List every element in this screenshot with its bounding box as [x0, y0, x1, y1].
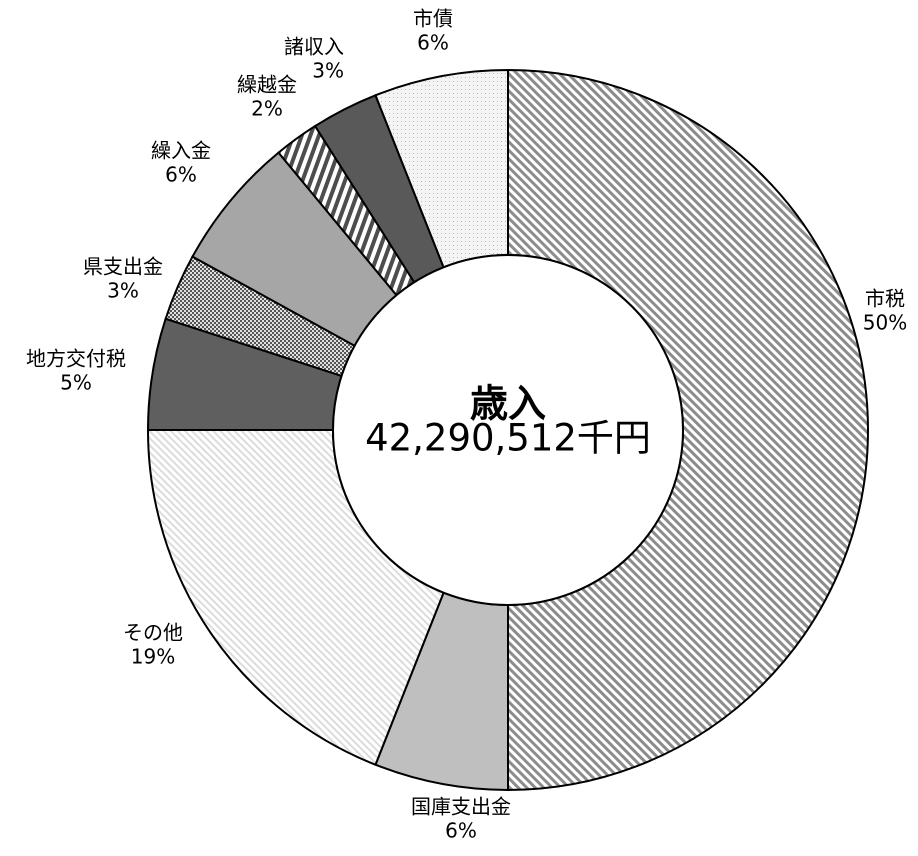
label-shisai-name: 市債 [413, 7, 453, 31]
slice-labels: 市税50%国庫支出金6%その他19%地方交付税5%県支出金3%繰入金6%繰越金2… [26, 7, 907, 843]
label-chiho-kofuzei-percent: 5% [60, 371, 92, 395]
label-ken-shishutsukin-percent: 3% [107, 279, 139, 303]
label-kurikoshikin-percent: 2% [251, 97, 283, 121]
label-kurikoshikin-name: 繰越金 [237, 73, 297, 97]
center-total: 42,290,512千円 [365, 417, 651, 460]
center-title: 歳入 [470, 382, 546, 426]
label-shoshunyu-name: 諸収入 [284, 35, 344, 59]
label-sonota-percent: 19% [131, 645, 175, 669]
label-shizei-percent: 50% [863, 311, 907, 335]
label-shisai-percent: 6% [417, 31, 449, 55]
label-ken-shishutsukin-name: 県支出金 [83, 255, 163, 279]
label-kuriirekin-name: 繰入金 [151, 139, 211, 163]
label-shoshunyu-percent: 3% [312, 59, 344, 83]
label-kokko-shishutsukin-name: 国庫支出金 [411, 795, 511, 819]
donut-slices [146, 68, 869, 792]
label-shizei-name: 市税 [865, 287, 905, 311]
donut-hole [332, 254, 684, 606]
label-chiho-kofuzei-name: 地方交付税 [26, 347, 126, 371]
label-kuriirekin-percent: 6% [165, 163, 197, 187]
label-kokko-shishutsukin-percent: 6% [445, 819, 477, 843]
label-sonota-name: その他 [123, 621, 183, 645]
